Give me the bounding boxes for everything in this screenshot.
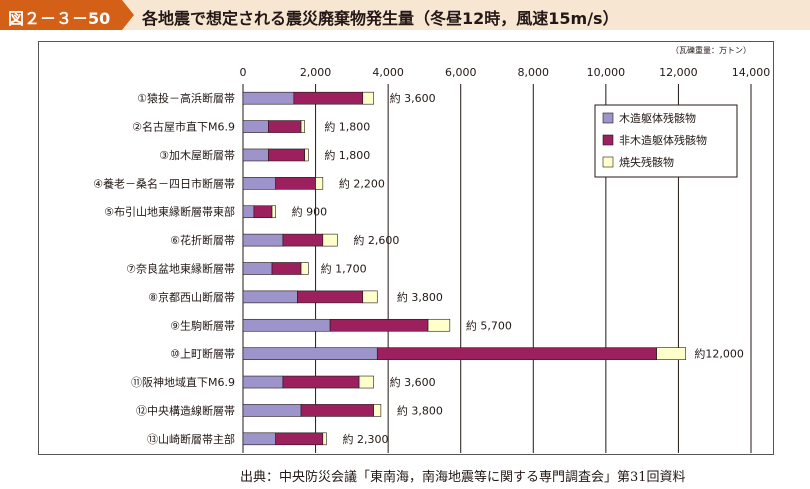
bar-segment-2 [293,91,364,105]
bar-segment-2 [282,375,360,389]
bar-segment-2 [275,177,316,190]
category-label: ①猿投－高浜断層帯 [137,91,235,105]
figure-header: 図２－３－50 各地震で想定される震災廃棄物発生量（冬昼12時，風速15m/s） [0,0,810,30]
legend-swatch [602,112,614,124]
data-label: 約 2,200 [339,176,385,190]
category-label: ⑪阪神地域直下M6.9 [131,375,235,389]
category-label: ④養老－桑名－四日市断層帯 [93,176,235,190]
bar-segment-3 [362,91,374,105]
x-tick-label: 2,000 [300,66,332,79]
bar-segment-1 [242,290,298,304]
bar-segment-1 [242,120,269,133]
figure-label: 図２－３－50 [8,9,111,28]
category-label: ⑦奈良盆地東縁断層帯 [126,262,235,276]
legend-label: 木造躯体残骸物 [619,111,696,125]
bar-segment-2 [282,233,324,247]
unit-note: （瓦礫重量：万トン） [671,45,751,55]
legend-swatch [602,134,614,146]
x-tick-label: 6,000 [445,66,477,79]
category-label: ③加木屋断層帯 [159,148,235,162]
bar-segment-2 [268,148,305,162]
stacked-bar-chart: （瓦礫重量：万トン） 0 2,000 4,000 6,000 8,000 10,000 12,… [93,45,771,453]
x-tick-label: 8,000 [518,66,550,79]
bar-segment-2 [297,290,364,304]
bar-segment-2 [376,347,657,360]
bar-segment-1 [242,91,295,105]
bar-segment-3 [300,120,305,133]
bar-segment-1 [242,347,378,360]
legend-swatch [602,156,614,168]
bar-segment-3 [656,347,686,360]
category-label: ⑩上町断層帯 [170,347,235,361]
bar-segment-3 [362,290,378,304]
data-label: 約 1,800 [324,120,370,134]
x-tick-label: 10,000 [587,66,626,79]
data-label: 約 3,800 [397,403,443,417]
legend-label: 非木造躯体残骸物 [619,133,707,147]
legend-label: 焼失残骸物 [619,155,674,169]
bar-segment-3 [322,233,338,247]
data-label: 約 5,700 [466,318,512,332]
data-label: 約 1,700 [321,262,367,276]
x-tick-label: 14,000 [732,66,771,79]
category-label: ⑤布引山地東縁断層帯東部 [104,205,235,219]
data-label: 約 900 [292,205,328,219]
category-label: ②名古屋市直下M6.9 [132,120,235,134]
legend-box [594,104,738,178]
bar-segment-1 [242,205,255,219]
bar-segment-1 [242,404,302,417]
bar-segment-1 [242,375,284,389]
bar-segment-2 [271,262,302,275]
chart-frame: （瓦礫重量：万トン） 0 2,000 4,000 6,000 8,000 10,000 12,… [38,41,774,455]
x-tick-label: 4,000 [372,66,404,79]
data-label: 約 2,300 [342,432,388,446]
category-label: ⑬山崎断層帯主部 [147,432,235,446]
bar-segment-2 [300,404,374,417]
bar-segment-3 [322,432,327,446]
bar-segment-1 [242,432,276,446]
bar-segment-1 [242,148,269,162]
bar-segment-2 [253,205,273,219]
source-note: 出典：中央防災会議「東南海，南海地震等に関する専門調査会」第31回資料 [240,470,686,485]
bar-segment-3 [271,205,276,219]
bar-segment-1 [242,318,331,332]
bar-segment-1 [242,233,284,247]
figure-title: 各地震で想定される震災廃棄物発生量（冬昼12時，風速15m/s） [142,9,619,28]
x-tick-label: 0 [240,66,247,79]
bar-segment-1 [242,262,273,275]
data-label: 約12,000 [694,347,744,361]
bar-segment-2 [275,432,324,446]
category-label: ⑫中央構造線断層帯 [136,403,235,417]
data-label: 約 3,600 [390,91,436,105]
bar-segment-3 [427,318,451,332]
bar-segment-3 [304,148,309,162]
bar-segment-1 [242,177,276,190]
bar-segment-3 [373,404,382,417]
data-label: 約 3,800 [397,290,443,304]
bar-segment-3 [358,375,374,389]
category-label: ⑨生駒断層帯 [170,318,235,332]
x-tick-label: 12,000 [659,66,698,79]
category-label: ⑧京都西山断層帯 [148,290,235,304]
bar-segment-3 [315,177,324,190]
figure-label-tab: 図２－３－50 [0,0,134,30]
data-label: 約 1,800 [324,148,370,162]
data-label: 約 2,600 [353,233,399,247]
bar-segment-2 [268,120,302,133]
data-label: 約 3,600 [390,375,436,389]
bar-segment-2 [329,318,429,332]
bar-segment-3 [300,262,309,275]
category-label: ⑥花折断層帯 [170,233,235,247]
